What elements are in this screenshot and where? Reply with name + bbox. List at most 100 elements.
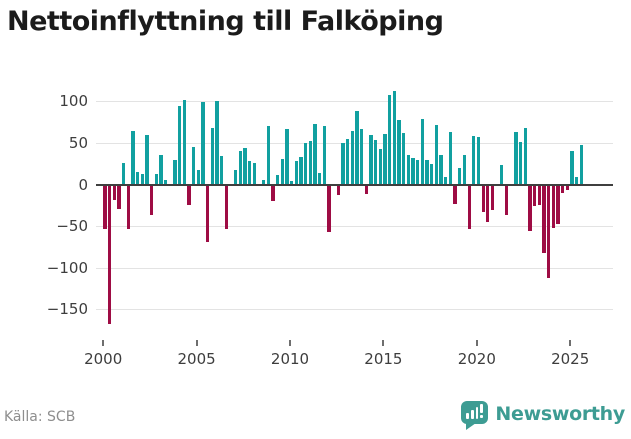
bar-positive — [388, 94, 392, 185]
y-axis-label: 100 — [59, 92, 88, 111]
x-axis-tick — [195, 340, 198, 346]
bar-positive — [308, 141, 313, 185]
bar-negative — [486, 184, 490, 222]
bar-positive — [462, 155, 467, 185]
bar-positive — [434, 125, 439, 185]
bar-negative — [490, 184, 495, 211]
source-note: Källa: SCB — [4, 409, 76, 425]
bar-positive — [518, 142, 523, 185]
bar-positive — [276, 175, 280, 185]
x-axis-label: 2010 — [270, 350, 310, 368]
bar-positive — [191, 147, 196, 185]
logo-exclamation-icon — [480, 404, 484, 419]
bar-positive — [294, 161, 299, 185]
bar-positive — [196, 169, 200, 185]
bar-positive — [378, 148, 383, 185]
bar-positive — [131, 131, 135, 185]
gridline — [96, 267, 613, 269]
bar-negative — [149, 184, 154, 216]
bar-positive — [369, 134, 373, 185]
bar-positive — [262, 180, 266, 185]
chart-title: Nettoinflyttning till Falköping — [7, 6, 444, 37]
bar-positive — [430, 163, 434, 185]
y-axis-label: −150 — [46, 300, 88, 319]
bar-positive — [177, 105, 182, 185]
bar-positive — [234, 169, 238, 185]
bar-positive — [574, 177, 579, 185]
bar-positive — [210, 127, 214, 185]
x-axis-label: 2025 — [551, 350, 590, 368]
x-axis-tick — [102, 340, 105, 346]
bar-negative — [364, 184, 369, 194]
y-axis-label: 50 — [68, 133, 88, 152]
bar-negative — [117, 184, 121, 209]
x-axis-tick — [289, 340, 291, 346]
bar-positive — [182, 99, 186, 185]
bar-positive — [476, 137, 481, 185]
bar-negative — [556, 184, 560, 225]
bar-positive — [444, 177, 448, 185]
gridline — [96, 309, 613, 311]
brand-name: Newsworthy — [495, 402, 625, 425]
bar-positive — [383, 133, 387, 185]
bar-positive — [163, 179, 168, 185]
bar-positive — [201, 102, 205, 185]
bar-positive — [570, 151, 574, 185]
bar-positive — [121, 162, 126, 185]
bar-negative — [224, 184, 228, 230]
bar-positive — [346, 138, 350, 185]
bar-negative — [467, 184, 471, 229]
bar-positive — [313, 123, 317, 185]
bar-negative — [528, 184, 532, 232]
bar-positive — [402, 132, 406, 185]
bar-positive — [416, 159, 420, 185]
gridline — [96, 226, 613, 228]
bar-negative — [504, 184, 509, 216]
bar-negative — [481, 184, 485, 212]
bar-positive — [173, 160, 177, 185]
bar-positive — [135, 172, 140, 185]
bar-positive — [500, 164, 504, 185]
bar-negative — [112, 184, 116, 200]
bar-positive — [425, 160, 429, 185]
bar-positive — [579, 145, 583, 185]
bar-positive — [252, 162, 256, 185]
bar-negative — [103, 184, 107, 229]
bar-positive — [318, 172, 322, 185]
y-axis-label: 0 — [78, 175, 88, 194]
bar-negative — [532, 184, 537, 207]
gridline — [96, 142, 613, 144]
x-axis-label: 2015 — [364, 350, 403, 368]
bar-negative — [565, 184, 569, 190]
bar-positive — [322, 126, 327, 185]
bar-positive — [299, 157, 303, 185]
logo-barchart-icon — [466, 404, 484, 419]
bar-positive — [140, 173, 144, 185]
newsworthy-logo-icon — [461, 401, 489, 430]
bar-positive — [439, 155, 443, 185]
bar-negative — [453, 184, 457, 204]
bar-positive — [397, 120, 401, 185]
bar-negative — [336, 184, 341, 196]
bar-positive — [145, 135, 149, 185]
bar-positive — [159, 155, 163, 185]
x-axis-label: 2000 — [84, 350, 123, 368]
bar-positive — [392, 90, 397, 185]
bar-negative — [205, 184, 210, 242]
bar-positive — [280, 158, 285, 185]
x-axis-zero-line — [96, 183, 613, 186]
bar-positive — [360, 128, 364, 185]
bar-positive — [458, 167, 462, 185]
bar-negative — [542, 184, 546, 253]
bar-positive — [266, 126, 270, 185]
bar-negative — [327, 184, 331, 232]
bar-negative — [537, 184, 541, 206]
bar-positive — [448, 132, 453, 185]
y-axis-label: −100 — [46, 258, 88, 277]
x-axis-label: 2005 — [177, 350, 216, 368]
newsworthy-branding: Newsworthy — [461, 401, 625, 430]
bar-positive — [248, 161, 252, 185]
bar-negative — [107, 184, 112, 325]
